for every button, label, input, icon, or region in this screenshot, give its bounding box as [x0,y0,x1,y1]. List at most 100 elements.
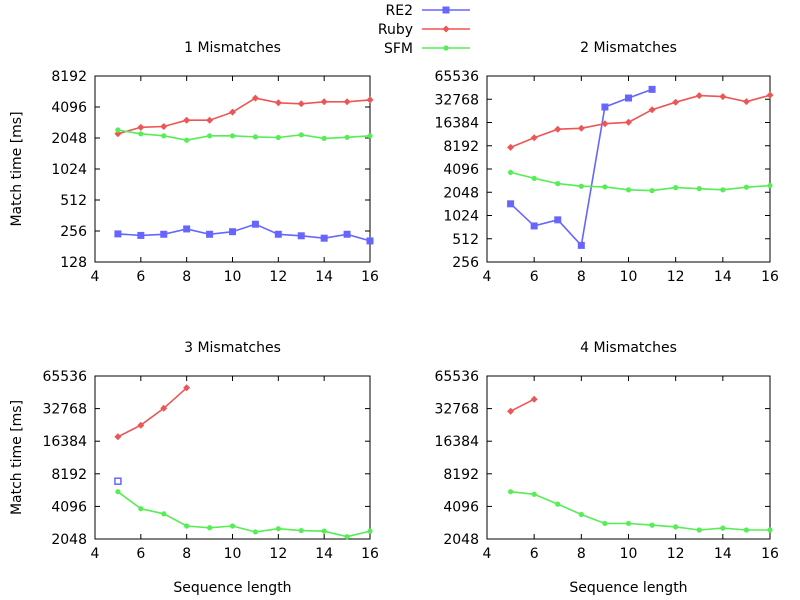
data-point-ruby [229,108,236,116]
y-tick-label: 32768 [434,92,479,108]
data-point-sfm [507,489,514,495]
data-point-re2 [114,230,122,238]
data-point-ruby [206,116,214,124]
x-tick-label: 6 [530,269,539,285]
series-line-ruby [510,94,771,149]
data-point-re2 [530,222,538,230]
x-tick-label: 8 [577,269,586,285]
x-tick-label: 14 [714,269,732,285]
x-tick-label: 6 [530,546,539,562]
data-point-sfm [252,529,259,535]
data-point-re2 [297,232,305,240]
data-point-sfm [275,526,281,532]
x-tick-label: 12 [667,269,685,285]
data-point-ruby [530,134,538,142]
data-point-sfm [206,525,213,531]
x-tick-label: 4 [91,546,100,562]
series-ruby [507,395,538,415]
data-point-sfm [507,169,514,176]
data-point-re2 [320,234,328,242]
data-point-ruby [274,99,282,107]
series-line-re2 [117,223,371,242]
data-point-ruby [530,395,538,403]
legend: RE2 Ruby SFM [378,3,470,57]
y-tick-label: 16384 [42,434,87,450]
data-point-ruby [160,122,168,130]
legend-marker-ruby [442,25,450,33]
data-point-sfm [115,489,121,495]
series-line-ruby [510,398,535,412]
y-axis-label: Match time [ms] [9,111,25,226]
legend-marker-sfm [443,45,449,51]
data-point-sfm [720,525,726,531]
data-point-ruby [320,98,328,106]
data-point-sfm [367,528,373,534]
x-tick-label: 14 [315,269,333,285]
data-point-sfm [578,511,584,518]
data-point-sfm [531,491,537,497]
data-point-sfm [161,511,167,517]
data-point-ruby [114,130,122,138]
series-sfm [507,169,773,194]
data-point-sfm [321,135,327,141]
x-tick-label: 10 [620,269,638,285]
y-tick-label: 4096 [51,499,87,515]
data-point-ruby [160,404,168,412]
data-point-ruby [251,94,259,102]
x-tick-label: 6 [136,546,145,562]
y-tick-label: 2048 [443,532,479,548]
data-point-sfm [275,134,281,141]
data-point-sfm [298,132,304,138]
data-point-ruby [343,98,351,106]
chart-panel-3: 3 Mismatches 4 6 8 10 12 14 16 2048 4096 8192 16384… [9,340,379,596]
legend-marker-re2 [442,6,450,14]
x-axis-label: Sequence length [173,580,291,596]
y-tick-label: 2048 [443,185,479,201]
data-point-re2 [366,237,374,245]
y-tick-label: 256 [60,224,87,240]
data-point-sfm [229,523,236,529]
data-point-ruby [366,96,374,104]
y-tick-label: 8192 [443,467,479,483]
chart-title: 4 Mismatches [580,340,677,356]
x-tick-label: 16 [361,546,379,562]
y-tick-label: 1024 [443,209,479,225]
data-point-sfm [229,133,236,139]
series-ruby [114,384,191,441]
x-tick-label: 8 [182,269,191,285]
data-point-ruby [507,143,515,151]
plot-frame [486,75,771,263]
y-tick-label: 65536 [434,69,479,85]
data-point-re2 [183,225,191,233]
y-tick-label: 4096 [51,100,87,116]
x-tick-label: 10 [224,546,242,562]
data-point-re2 [229,228,236,236]
data-point-sfm [578,183,584,189]
data-point-ruby [766,91,774,99]
y-tick-label: 2048 [51,532,87,548]
data-point-re2 [648,85,656,93]
x-tick-label: 16 [361,269,379,285]
data-point-sfm [673,185,679,191]
data-point-sfm [767,182,773,189]
y-tick-label: 2048 [51,131,87,147]
series-re2 [507,85,656,249]
series-line-re2 [510,88,653,248]
data-point-re2 [160,230,168,238]
x-tick-label: 12 [269,269,287,285]
chart-title: 2 Mismatches [580,40,677,56]
data-point-sfm [531,175,537,181]
data-point-sfm [252,134,259,140]
data-point-sfm [602,520,608,527]
data-point-ruby [183,116,191,124]
data-point-sfm [696,186,702,192]
data-point-sfm [720,187,726,193]
data-point-ruby [625,118,632,126]
legend-label-ruby: Ruby [378,22,413,38]
chart-title: 1 Mismatches [184,40,281,56]
data-point-sfm [673,524,679,530]
data-point-ruby [114,433,122,441]
data-point-ruby [695,92,703,100]
data-point-re2 [507,200,515,208]
y-tick-label: 32768 [42,402,87,418]
